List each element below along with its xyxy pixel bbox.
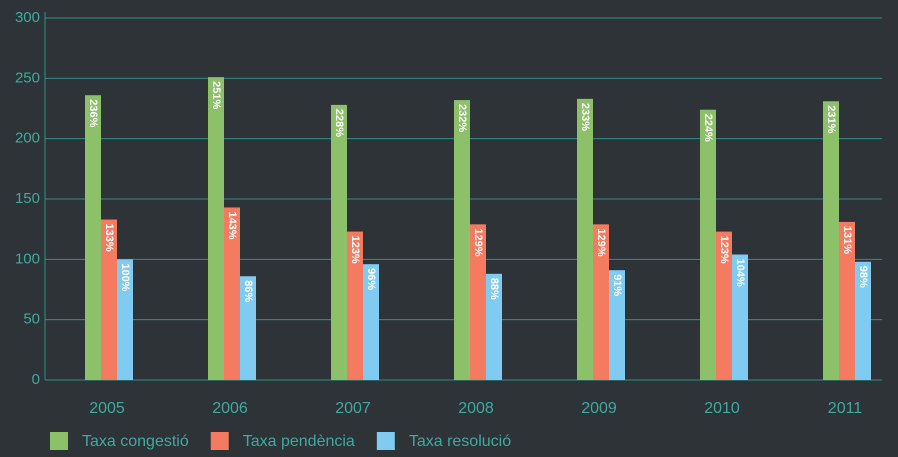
bar xyxy=(101,219,117,380)
legend-swatch xyxy=(210,432,229,450)
value-label: 133% xyxy=(103,224,115,252)
bar xyxy=(700,109,716,380)
bar xyxy=(716,231,732,380)
value-label: 231% xyxy=(825,105,837,133)
bar xyxy=(363,264,379,380)
bar xyxy=(240,276,256,380)
y-tick-label: 300 xyxy=(15,9,40,26)
legend-label: Taxa congestió xyxy=(82,433,189,450)
value-label: 104% xyxy=(734,259,746,287)
y-tick-label: 150 xyxy=(15,190,40,207)
value-label: 233% xyxy=(579,103,591,131)
y-tick-label: 50 xyxy=(23,311,40,328)
bar xyxy=(823,101,839,380)
value-label: 86% xyxy=(242,280,254,302)
legend-label: Taxa resolució xyxy=(409,433,511,450)
x-tick-label: 2011 xyxy=(828,400,863,417)
value-label: 131% xyxy=(841,226,853,254)
value-label: 228% xyxy=(333,109,345,137)
x-tick-label: 2006 xyxy=(212,400,248,417)
value-label: 91% xyxy=(611,274,623,296)
value-label: 129% xyxy=(472,228,484,256)
legend-swatch xyxy=(50,432,68,450)
value-label: 232% xyxy=(456,104,468,132)
bar xyxy=(486,273,502,380)
bar xyxy=(208,77,224,381)
value-label: 224% xyxy=(702,114,714,142)
bar xyxy=(454,100,470,380)
y-tick-label: 200 xyxy=(15,130,40,147)
value-label: 96% xyxy=(365,268,377,290)
legend-swatch xyxy=(376,432,395,450)
value-label: 251% xyxy=(210,81,222,109)
x-tick-label: 2010 xyxy=(704,400,740,417)
y-tick-label: 250 xyxy=(15,69,40,86)
y-tick-label: 100 xyxy=(15,250,40,267)
value-label: 123% xyxy=(718,236,730,264)
value-label: 100% xyxy=(119,263,131,291)
value-label: 88% xyxy=(488,278,500,300)
legend-label: Taxa pendència xyxy=(243,433,355,450)
value-label: 123% xyxy=(349,236,361,264)
x-tick-label: 2009 xyxy=(581,400,617,417)
bar xyxy=(331,104,347,380)
value-label: 129% xyxy=(595,228,607,256)
bar xyxy=(855,261,871,380)
bar xyxy=(347,231,363,380)
value-label: 143% xyxy=(226,211,238,239)
bar xyxy=(609,270,625,380)
bar xyxy=(732,254,748,380)
bar xyxy=(85,95,101,380)
bar xyxy=(470,224,486,380)
x-tick-label: 2007 xyxy=(335,400,371,417)
bar xyxy=(593,224,609,380)
value-label: 98% xyxy=(857,266,869,288)
value-label: 236% xyxy=(87,99,99,127)
x-tick-label: 2005 xyxy=(89,400,125,417)
y-tick-label: 0 xyxy=(32,371,40,388)
x-tick-label: 2008 xyxy=(458,400,494,417)
bar xyxy=(839,221,855,380)
bar xyxy=(117,259,133,380)
bar xyxy=(577,98,593,380)
bar xyxy=(224,207,240,380)
